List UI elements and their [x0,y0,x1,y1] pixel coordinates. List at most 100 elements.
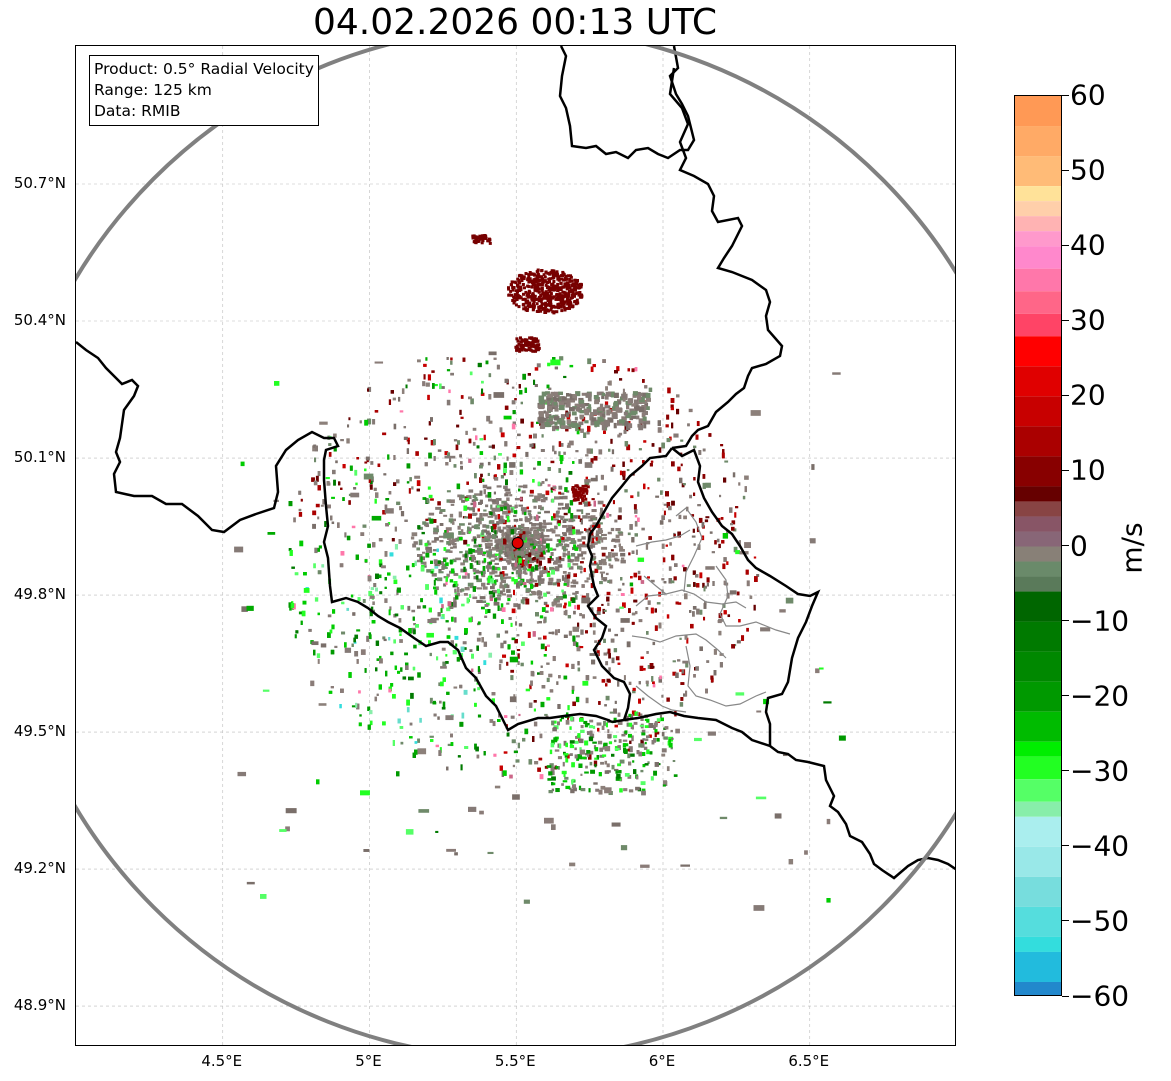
border-be-nl-de [558,46,696,160]
colorbar-tick-label: −30 [1070,754,1130,788]
colorbar-band [1015,591,1061,622]
colorbar-band [1015,268,1061,292]
colorbar-tick-label: −60 [1070,979,1130,1013]
lat-tick-label: 48.9°N [13,996,66,1015]
colorbar-band [1015,546,1061,562]
lon-tick-label: 5.5°E [494,1052,536,1070]
colorbar-tick-label: 30 [1070,303,1106,337]
colorbar-band [1015,216,1061,232]
colorbar-tick-label: 60 [1070,78,1106,112]
colorbar-gradient [1015,96,1061,995]
colorbar-band [1015,741,1061,757]
colorbar-band [1015,456,1061,487]
colorbar-tick-mark [1062,695,1069,697]
colorbar-band [1015,501,1061,517]
lon-tick-label: 5°E [355,1052,382,1070]
colorbar-band [1015,561,1061,577]
info-range: Range: 125 km [94,81,212,99]
colorbar-tick-mark [1062,845,1069,847]
colorbar-tick-label: 0 [1070,529,1088,562]
colorbar-band [1015,756,1061,780]
lon-tick-label: 6°E [648,1052,676,1070]
border-be-de [668,67,784,450]
lon-tick-label: 4.5°E [201,1052,243,1070]
map-canvas [76,46,955,1045]
colorbar-band [1015,876,1061,907]
colorbar-tick-label: −10 [1070,604,1130,638]
map-title: 04.02.2026 00:13 UTC [312,2,718,43]
colorbar-band [1015,96,1061,127]
colorbar-band [1015,801,1061,817]
colorbar-band [1015,651,1061,682]
colorbar-tick-mark [1062,770,1069,772]
colorbar-tick-label: −50 [1070,904,1130,938]
colorbar-tick-mark [1062,319,1069,321]
colorbar-tick-mark [1062,469,1069,471]
colorbar-band [1015,246,1061,269]
velocity-echoes [234,234,846,911]
border-fr-de [623,710,955,880]
colorbar-tick-mark [1062,920,1069,922]
colorbar-tick-mark [1062,244,1069,246]
info-source: Data: RMIB [94,102,181,120]
colorbar-band [1015,846,1061,877]
colorbar-band [1015,516,1061,532]
colorbar-tick-mark [1062,620,1069,622]
colorbar-tick-label: −40 [1070,829,1130,863]
colorbar-band [1015,711,1061,742]
lat-tick-label: 50.7°N [13,174,66,192]
radar-map[interactable] [75,45,956,1046]
lat-tick-label: 50.4°N [13,311,66,329]
border-lu-de [671,447,821,746]
colorbar-unit: m/s [1115,522,1149,574]
colorbar-band [1015,951,1061,982]
colorbar-band [1015,126,1061,157]
admin-lu-6 [635,685,687,713]
admin-lu-4 [675,507,703,593]
colorbar-band [1015,313,1061,337]
admin-lu-8 [643,575,667,595]
colorbar-band [1015,576,1061,592]
colorbar-band [1015,231,1061,247]
admin-lu-5 [715,565,791,635]
colorbar-band [1015,426,1061,457]
colorbar-tick-label: 20 [1070,378,1106,412]
colorbar-band [1015,681,1061,712]
colorbar-band [1015,156,1061,187]
admin-lu-7 [635,529,691,547]
colorbar-band [1015,816,1061,847]
colorbar-tick-mark [1062,94,1069,96]
admin-lu-2 [631,633,727,659]
velocity-colorbar [1014,95,1062,996]
lat-tick-label: 50.1°N [13,448,66,467]
colorbar-band [1015,186,1061,202]
lat-tick-label: 49.5°N [13,722,66,741]
colorbar-band [1015,201,1061,217]
lat-tick-label: 49.2°N [13,859,66,878]
lat-tick-label: 49.8°N [13,585,66,604]
colorbar-tick-label: 40 [1070,228,1106,262]
colorbar-tick-label: −20 [1070,679,1130,713]
colorbar-band [1015,291,1061,314]
colorbar-band [1015,981,1061,995]
colorbar-band [1015,366,1061,397]
colorbar-tick-mark [1062,394,1069,396]
colorbar-band [1015,779,1061,802]
colorbar-band [1015,486,1061,502]
colorbar-tick-mark [1062,169,1069,171]
colorbar-tick-mark [1062,995,1069,997]
colorbar-band [1015,396,1061,427]
admin-lu-3 [685,645,767,707]
border-fr-be [76,341,508,727]
product-info-box: Product: 0.5° Radial Velocity Range: 125… [89,55,319,126]
colorbar-band [1015,936,1061,952]
colorbar-band [1015,531,1061,547]
country-borders [76,46,955,880]
lon-tick-label: 6.5°E [788,1052,830,1070]
border-fr-lu [504,712,613,732]
colorbar-band [1015,621,1061,652]
colorbar-tick-label: 50 [1070,153,1106,187]
colorbar-tick-label: 10 [1070,453,1106,487]
info-product: Product: 0.5° Radial Velocity [94,60,314,78]
colorbar-tick-mark [1062,545,1069,546]
